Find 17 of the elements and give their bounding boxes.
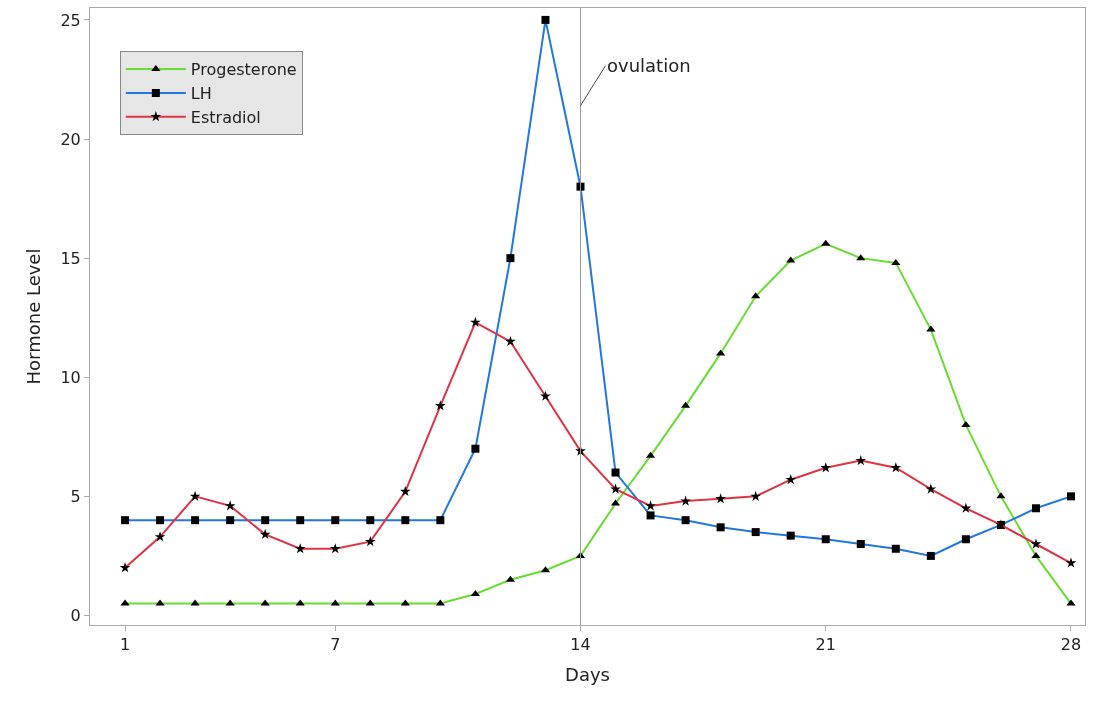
x-tick-label: 28	[1060, 635, 1082, 655]
y-tick-label: 20	[60, 129, 81, 149]
annotation: ovulation	[607, 55, 691, 76]
y-axis-title: Hormone Level	[22, 248, 44, 385]
y-tick-label: 25	[60, 10, 81, 30]
x-axis-title: Days	[565, 664, 610, 686]
x-tick-label: 1	[119, 635, 131, 655]
y-tick-label: 5	[70, 486, 81, 506]
legend-label: Estradiol	[190, 107, 261, 127]
legend-label: LH	[190, 84, 212, 104]
x-tick-label: 21	[815, 635, 836, 655]
y-tick-label: 10	[60, 367, 81, 387]
x-tick-label: 14	[570, 635, 591, 655]
y-tick-label: 0	[70, 606, 81, 626]
legend-label: Progesterone	[190, 60, 297, 80]
y-tick-label: 15	[60, 248, 81, 268]
x-tick-label: 7	[330, 635, 341, 655]
